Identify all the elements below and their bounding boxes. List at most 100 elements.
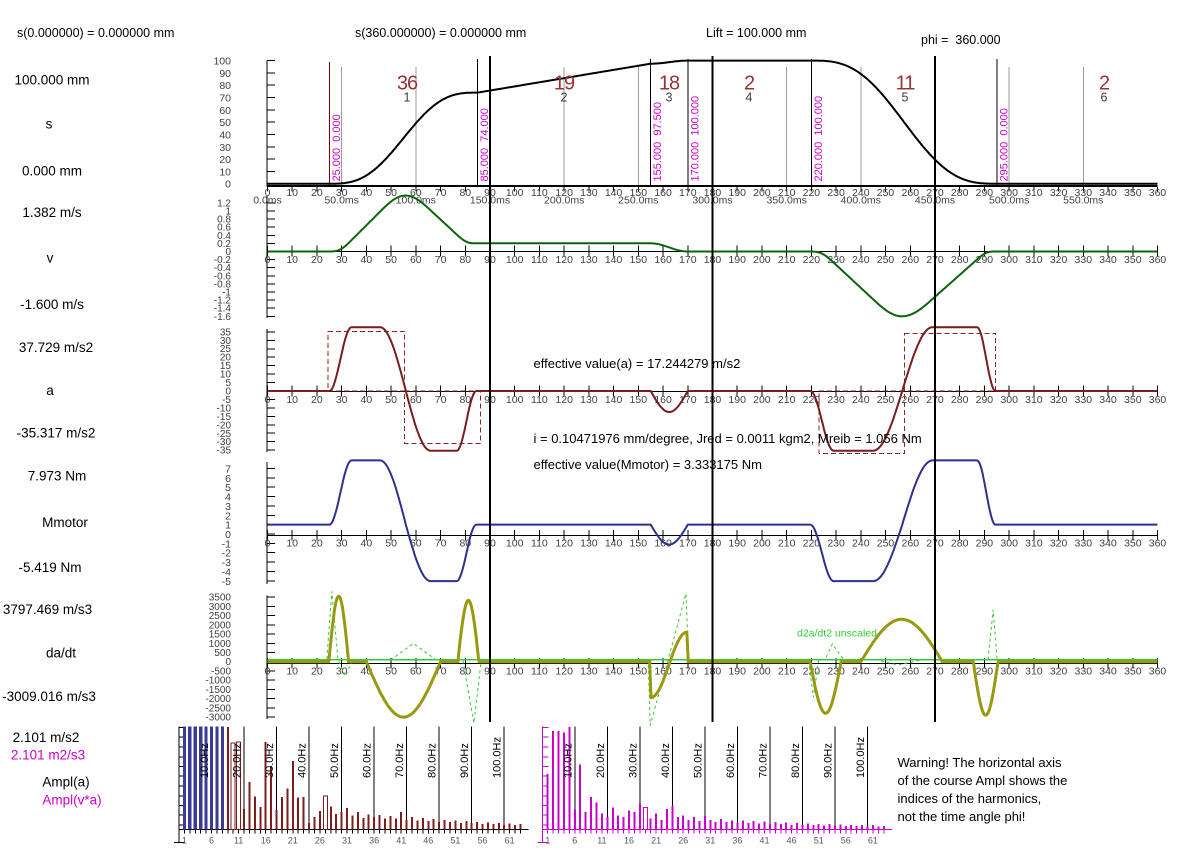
svg-text:300: 300 xyxy=(1000,665,1018,677)
svg-text:40: 40 xyxy=(361,538,373,550)
svg-text:250.0ms: 250.0ms xyxy=(618,194,658,206)
svg-text:10: 10 xyxy=(286,254,298,266)
svg-text:100.000 mm: 100.000 mm xyxy=(14,73,89,88)
svg-text:46: 46 xyxy=(423,836,433,846)
svg-text:30: 30 xyxy=(336,394,348,406)
svg-text:3: 3 xyxy=(666,91,673,105)
svg-text:2: 2 xyxy=(1099,73,1110,95)
svg-text:100: 100 xyxy=(506,187,524,199)
svg-text:-1500: -1500 xyxy=(205,685,231,696)
svg-text:61: 61 xyxy=(868,836,878,846)
svg-text:350.0ms: 350.0ms xyxy=(767,194,807,206)
svg-text:200: 200 xyxy=(753,394,771,406)
svg-text:90: 90 xyxy=(219,68,231,80)
svg-text:2: 2 xyxy=(561,91,568,105)
svg-text:110: 110 xyxy=(531,665,548,677)
svg-text:-1.4: -1.4 xyxy=(214,304,232,315)
svg-text:30: 30 xyxy=(220,336,232,347)
svg-text:0: 0 xyxy=(225,247,231,258)
svg-text:s(0.000000) = 0.000000 mm: s(0.000000) = 0.000000 mm xyxy=(17,26,174,40)
svg-text:1.382 m/s: 1.382 m/s xyxy=(22,205,82,220)
svg-text:360: 360 xyxy=(1149,254,1167,266)
svg-text:230: 230 xyxy=(827,254,845,266)
svg-text:-3: -3 xyxy=(222,557,231,569)
svg-text:26: 26 xyxy=(678,836,688,846)
svg-text:16: 16 xyxy=(261,836,271,846)
svg-text:25.000 0.000: 25.000 0.000 xyxy=(331,114,343,181)
svg-text:120: 120 xyxy=(555,187,573,199)
svg-text:0: 0 xyxy=(225,529,231,541)
svg-text:130: 130 xyxy=(580,538,598,550)
svg-text:20: 20 xyxy=(220,353,232,364)
svg-text:-0.2: -0.2 xyxy=(214,255,232,266)
svg-text:0.000 mm: 0.000 mm xyxy=(22,164,82,179)
svg-text:320: 320 xyxy=(1050,394,1068,406)
svg-text:0: 0 xyxy=(265,665,271,677)
svg-text:Lift = 100.000 mm: Lift = 100.000 mm xyxy=(706,26,806,40)
svg-text:200: 200 xyxy=(753,187,771,199)
svg-text:300: 300 xyxy=(1000,538,1018,550)
svg-text:25: 25 xyxy=(220,344,232,355)
svg-text:41: 41 xyxy=(759,836,769,846)
svg-text:310: 310 xyxy=(1025,254,1043,266)
svg-text:100.0Hz: 100.0Hz xyxy=(855,737,867,778)
svg-text:36: 36 xyxy=(397,73,418,95)
svg-text:360: 360 xyxy=(1149,538,1167,550)
svg-text:100: 100 xyxy=(506,254,524,266)
svg-text:70.0Hz: 70.0Hz xyxy=(394,743,406,778)
svg-text:210: 210 xyxy=(778,254,796,266)
svg-text:120: 120 xyxy=(555,665,573,677)
svg-text:155.000 97.500: 155.000 97.500 xyxy=(652,102,664,182)
svg-text:70: 70 xyxy=(219,93,231,105)
svg-text:7.973 Nm: 7.973 Nm xyxy=(28,469,87,484)
svg-text:4: 4 xyxy=(746,91,753,105)
svg-text:-35.317 m/s2: -35.317 m/s2 xyxy=(17,426,96,441)
svg-text:d2a/dt2 unscaled: d2a/dt2 unscaled xyxy=(797,628,877,640)
svg-text:70.0Hz: 70.0Hz xyxy=(757,743,769,778)
svg-text:210: 210 xyxy=(778,394,796,406)
svg-text:350: 350 xyxy=(1124,538,1142,550)
svg-text:300: 300 xyxy=(1000,394,1018,406)
svg-text:4: 4 xyxy=(225,492,231,504)
svg-text:320: 320 xyxy=(1050,665,1068,677)
svg-text:31: 31 xyxy=(705,836,715,846)
svg-text:40: 40 xyxy=(219,130,231,142)
svg-text:310: 310 xyxy=(1025,665,1043,677)
svg-text:220: 220 xyxy=(803,538,821,550)
svg-text:250: 250 xyxy=(877,665,895,677)
svg-text:20: 20 xyxy=(311,187,323,199)
svg-text:260: 260 xyxy=(902,538,920,550)
svg-text:160: 160 xyxy=(654,394,672,406)
svg-text:170: 170 xyxy=(679,254,697,266)
svg-text:30.0Hz: 30.0Hz xyxy=(264,743,276,778)
svg-text:40: 40 xyxy=(361,254,373,266)
svg-text:100.0Hz: 100.0Hz xyxy=(492,737,504,778)
svg-text:80: 80 xyxy=(459,254,471,266)
svg-text:170: 170 xyxy=(679,187,697,199)
svg-text:not the time angle phi!: not the time angle phi! xyxy=(898,809,1026,824)
svg-text:190: 190 xyxy=(728,665,746,677)
svg-text:36: 36 xyxy=(732,836,742,846)
svg-text:61: 61 xyxy=(505,836,515,846)
svg-text:46: 46 xyxy=(787,836,797,846)
svg-text:40.0Hz: 40.0Hz xyxy=(660,743,672,778)
svg-text:350: 350 xyxy=(1124,665,1142,677)
svg-text:da/dt: da/dt xyxy=(46,646,76,661)
svg-text:290: 290 xyxy=(976,665,994,677)
svg-text:-500: -500 xyxy=(211,666,231,677)
svg-text:130: 130 xyxy=(580,665,598,677)
svg-text:300: 300 xyxy=(1000,254,1018,266)
svg-text:140: 140 xyxy=(605,187,623,199)
svg-text:80: 80 xyxy=(459,538,471,550)
svg-text:5: 5 xyxy=(225,378,231,389)
svg-text:260: 260 xyxy=(902,665,920,677)
svg-text:290: 290 xyxy=(976,394,994,406)
svg-text:240: 240 xyxy=(852,187,870,199)
svg-text:70: 70 xyxy=(435,538,447,550)
svg-text:500.0ms: 500.0ms xyxy=(989,194,1029,206)
svg-text:50.0Hz: 50.0Hz xyxy=(329,743,341,778)
svg-text:260: 260 xyxy=(902,187,920,199)
svg-text:110: 110 xyxy=(531,394,548,406)
svg-text:190: 190 xyxy=(728,394,746,406)
svg-text:phi = 360.000: phi = 360.000 xyxy=(921,33,1001,47)
